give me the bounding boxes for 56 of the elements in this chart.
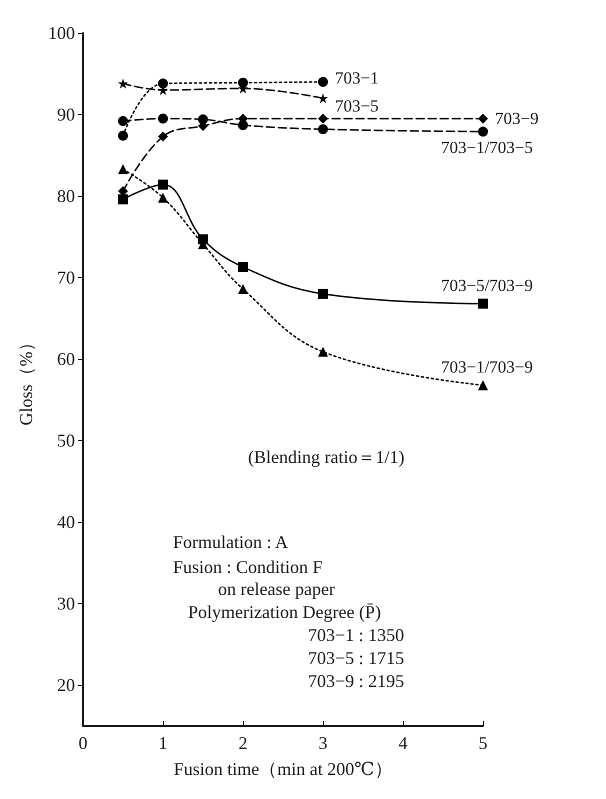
x-tick-label: 3 xyxy=(318,733,328,753)
annotation: on release paper xyxy=(218,579,335,599)
point xyxy=(158,132,168,142)
annotation: Fusion : Condition F xyxy=(173,557,323,577)
y-tick-label: 20 xyxy=(57,675,75,696)
point xyxy=(118,78,128,89)
y-tick-label: 50 xyxy=(57,430,75,451)
series-label: 703−1 xyxy=(335,68,379,88)
point xyxy=(158,114,168,124)
series-label: 703−5/703−9 xyxy=(441,276,533,296)
point xyxy=(318,76,328,87)
series-label: 703−9 xyxy=(495,109,539,128)
y-tick-label: 40 xyxy=(57,512,75,532)
annotation: Formulation : A xyxy=(173,532,288,552)
x-tick-label: 4 xyxy=(398,733,408,753)
point xyxy=(318,93,328,104)
annotation: (Blending ratio＝1/1) xyxy=(248,447,404,467)
y-tick-label: 30 xyxy=(57,594,75,614)
y-axis-title: Gloss（%） xyxy=(16,333,36,426)
point xyxy=(158,180,168,190)
point xyxy=(118,194,128,204)
y-tick-label: 100 xyxy=(48,23,75,43)
point xyxy=(118,116,128,126)
point xyxy=(118,164,128,174)
series-label: 703−1/703−9 xyxy=(441,358,533,377)
annotation: Polymerization Degree (P̄) xyxy=(188,602,381,622)
point xyxy=(238,262,248,272)
point xyxy=(478,126,488,137)
series-label: 703−1/703−5 xyxy=(441,138,533,158)
y-tick-label: 80 xyxy=(57,186,75,206)
point xyxy=(318,124,328,134)
x-tick-label: 0 xyxy=(78,733,88,753)
y-tick-label: 70 xyxy=(57,268,75,288)
point xyxy=(318,346,328,357)
point xyxy=(478,298,488,309)
point xyxy=(318,114,328,124)
point xyxy=(238,284,248,294)
annotation: 703−1 : 1350 xyxy=(308,625,404,645)
point xyxy=(238,120,248,130)
point xyxy=(238,78,248,88)
point xyxy=(158,78,168,89)
point xyxy=(158,192,168,203)
series-label: 703−5 xyxy=(335,96,379,116)
point xyxy=(198,114,208,124)
point xyxy=(478,114,488,124)
point xyxy=(318,288,328,299)
y-tick-label: 60 xyxy=(57,349,75,370)
y-tick-label: 90 xyxy=(57,104,75,125)
point xyxy=(118,130,128,141)
x-tick-label: 1 xyxy=(158,733,168,753)
point xyxy=(478,380,488,390)
annotation: 703−9 : 2195 xyxy=(308,671,404,691)
annotation: 703−5 : 1715 xyxy=(308,648,404,668)
x-tick-label: 2 xyxy=(238,733,248,753)
x-tick-label: 5 xyxy=(478,733,488,753)
x-axis-title: Fusion time（min at 200℃） xyxy=(174,759,392,779)
